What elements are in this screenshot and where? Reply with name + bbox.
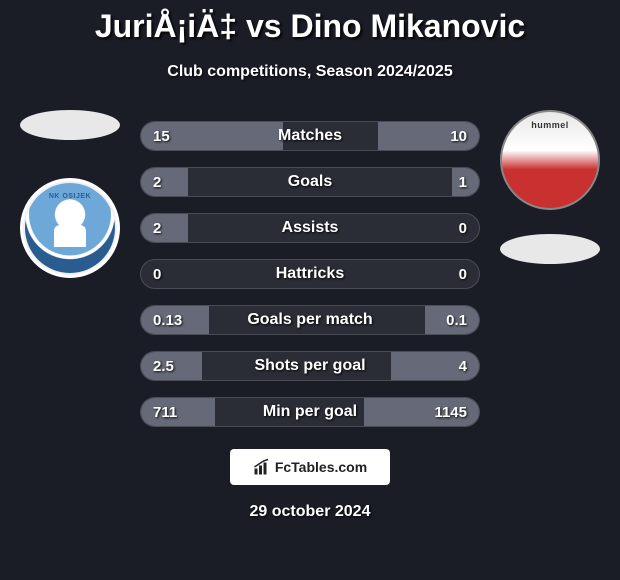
stat-row: 15 Matches 10	[140, 121, 480, 151]
stat-label: Assists	[282, 219, 339, 237]
branding-badge: FcTables.com	[230, 449, 390, 485]
stat-row: 2 Assists 0	[140, 213, 480, 243]
comparison-date: 29 october 2024	[0, 503, 620, 521]
stat-left-value: 2	[153, 174, 161, 191]
stat-left-fill	[141, 214, 188, 242]
stat-label: Hattricks	[276, 265, 344, 283]
stat-left-fill	[141, 168, 188, 196]
stat-left-value: 2	[153, 220, 161, 237]
stat-label: Goals per match	[247, 311, 372, 329]
stat-left-value: 2.5	[153, 358, 174, 375]
stat-row: 0.13 Goals per match 0.1	[140, 305, 480, 335]
stat-left-value: 0	[153, 266, 161, 283]
stat-row: 2.5 Shots per goal 4	[140, 351, 480, 381]
page-subtitle: Club competitions, Season 2024/2025	[0, 63, 620, 81]
stats-list: 15 Matches 10 2 Goals 1 2 Assists 0 0 Hattricks 0 0.…	[140, 121, 480, 427]
stat-row: 0 Hattricks 0	[140, 259, 480, 289]
stat-right-value: 0.1	[446, 312, 467, 329]
stat-right-value: 0	[459, 220, 467, 237]
stat-left-value: 15	[153, 128, 170, 145]
stat-label: Min per goal	[263, 403, 357, 421]
stat-label: Matches	[278, 127, 342, 145]
stat-right-value: 0	[459, 266, 467, 283]
stat-label: Goals	[288, 173, 332, 191]
stat-row: 2 Goals 1	[140, 167, 480, 197]
stat-right-value: 10	[450, 128, 467, 145]
stat-right-value: 4	[459, 358, 467, 375]
stat-left-value: 0.13	[153, 312, 182, 329]
stat-label: Shots per goal	[254, 357, 365, 375]
page-title: JuriÅ¡iÄ‡ vs Dino Mikanovic	[0, 0, 620, 45]
branding-text: FcTables.com	[275, 459, 367, 475]
stat-left-value: 711	[153, 404, 177, 421]
stat-right-value: 1	[459, 174, 467, 191]
bar-chart-icon	[253, 458, 271, 476]
stat-row: 711 Min per goal 1145	[140, 397, 480, 427]
stats-container: 15 Matches 10 2 Goals 1 2 Assists 0 0 Hattricks 0 0.…	[0, 121, 620, 427]
stat-right-value: 1145	[434, 404, 467, 421]
